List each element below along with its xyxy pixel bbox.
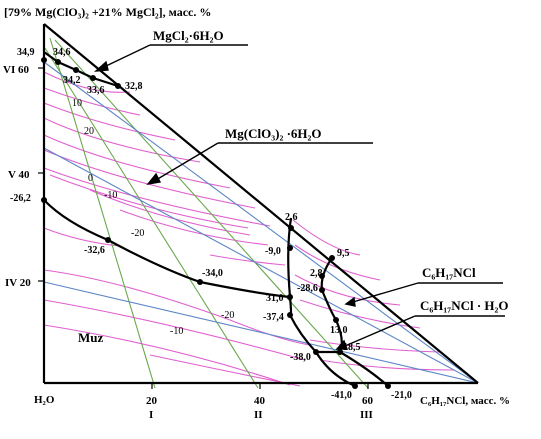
x-tick-value: 60 [362,395,374,407]
isotherm-curve [43,149,256,209]
x-origin-label: H₂O [34,394,55,406]
point-21-0 [385,383,391,389]
field-label-c6: C₆H₁₇NCl [422,265,476,280]
point-label: 34,2 [63,75,81,86]
isotherm-curve [43,324,291,386]
y-tick-label: VI 60 [3,64,29,76]
point-label: 33,6 [87,85,105,96]
point-label: -9,0 [265,246,281,257]
point-label: 31,0 [266,293,284,304]
point-label: -37,4 [263,312,284,323]
point-label: -28,6 [297,283,318,294]
point-2-6 [288,225,294,231]
x-axis-title: C₆H₁₇NCl, масс. % [420,395,510,407]
isotherm-curve [43,269,311,346]
isotherm-curve [292,219,361,256]
point-label: -34,0 [202,268,223,279]
point-9-0 [287,245,293,251]
point-34-0 [197,279,203,285]
point-38-0 [313,349,319,355]
isotherm-label: 10 [72,98,82,109]
x-tick-roman: I [149,409,153,421]
isotherm-curve [119,209,269,246]
isotherm-curve [43,102,176,141]
point-41-0 [352,383,358,389]
isotherms [43,71,456,387]
x-axis-ticks [151,383,369,389]
isotherm-curve [149,354,301,387]
triangle-frame [42,23,479,385]
x-tick-value: 40 [254,395,266,407]
point-label: 2,8 [310,268,323,279]
x-tick-roman: III [360,409,373,421]
point-label: 34,6 [53,47,71,58]
curve-eutonic-line [43,199,291,299]
point-label: -21,0 [391,390,412,401]
point-label: 32,8 [125,81,143,92]
point-9-5 [329,255,335,261]
section-lines-blue [43,61,479,384]
isotherm-curve [43,134,231,189]
point-33-6 [90,75,96,81]
isotherm-curve [43,167,271,227]
isotherm-curve [43,71,131,93]
point-34-6 [55,59,61,65]
point-label: -32,6 [84,245,105,256]
point-31-0 [287,294,293,300]
field-pointers [93,44,505,350]
field-label-mgclo3: Mg(ClO₃)₂ ·6H₂O [225,126,322,141]
isotherm-label: -20 [131,228,144,239]
field-label-ice: Muz [78,330,104,345]
invariant-points [41,57,391,389]
isotherm-curve [43,117,201,163]
isotherm-curve [309,339,441,353]
isotherm-label: 0 [88,173,93,184]
point-label: 18,5 [343,342,361,353]
field-label-mgcl2: MgCl₂·6H₂O [153,28,224,43]
x-tick-value: 20 [146,395,158,407]
isotherm-curve [89,189,251,236]
isotherm-label: -10 [170,326,183,337]
point-34-2 [73,67,79,73]
isotherm-curve [294,244,381,281]
section-lines-green [44,37,369,389]
y-axis-title: [79% Mg(ClO₃)₂ +21% MgCl₂], масс. % [4,5,211,19]
point-13-0 [333,317,339,323]
isotherm-label: -10 [104,190,117,201]
isotherm-curve [49,174,249,229]
isotherm-curve [43,227,121,247]
point-label: 13,0 [330,325,348,336]
isotherm-curve [209,254,286,266]
point-26-2 [41,197,47,203]
point-label: -41,0 [331,390,352,401]
isotherm-curve [294,274,401,306]
isotherm-curve [43,87,141,116]
point-34-9 [41,57,47,63]
isotherm-label: -20 [221,310,234,321]
x-tick-roman: II [254,409,263,421]
point-28-6 [319,287,325,293]
isotherm-curve [299,299,421,329]
field-label-c6-hydrate: C₆H₁₇NCl · H₂O [420,298,509,313]
point-18-5 [337,349,343,355]
y-tick-label: IV 20 [5,277,31,289]
point-2-8 [319,273,325,279]
point-label: -38,0 [290,352,311,363]
point-label: 9,5 [337,248,350,259]
point-32-6 [105,237,111,243]
point-32-8 [115,83,121,89]
isotherm-label: 20 [84,126,94,137]
isotherm-curve [319,359,456,371]
point-label: -26,2 [10,193,31,204]
isotherm-curve [43,299,306,361]
y-tick-label: V 40 [8,169,30,181]
y-axis-ticks [38,67,44,282]
point-label: 2,6 [285,212,298,223]
point-37-4 [287,312,293,318]
point-label: 34,9 [17,47,35,58]
curve-c6-boundary-upper [287,217,293,317]
